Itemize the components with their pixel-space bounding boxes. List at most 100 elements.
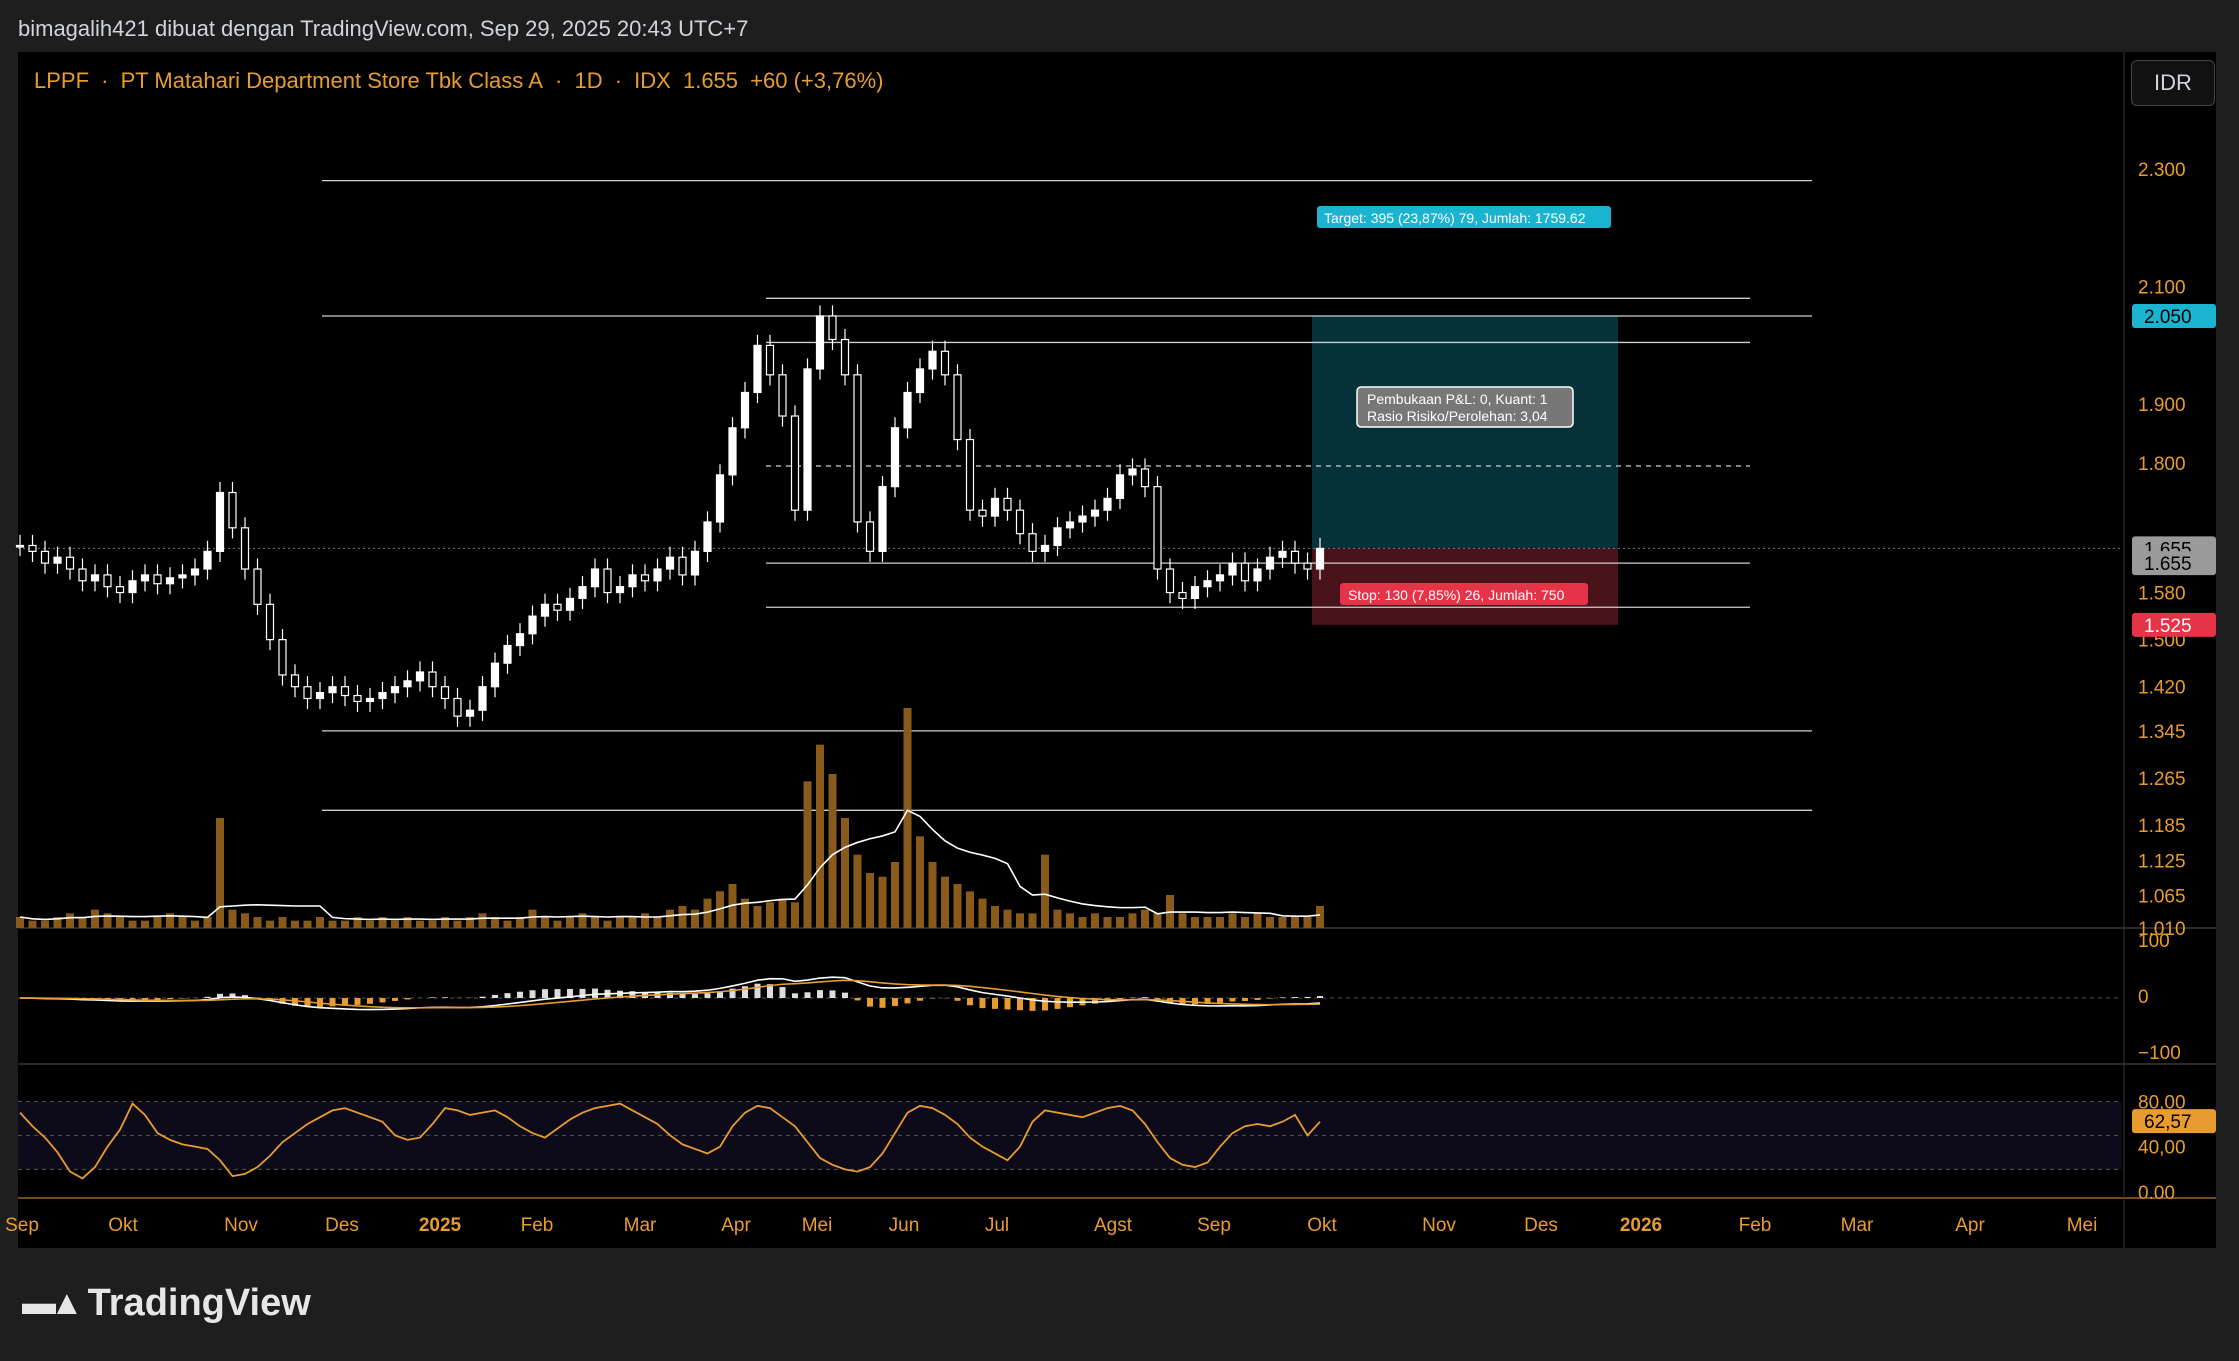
position-info-line2: Rasio Risiko/Perolehan: 3,04 bbox=[1367, 408, 1548, 424]
time-axis-label: Mar bbox=[624, 1215, 657, 1236]
macd-histogram-bar bbox=[1092, 998, 1098, 1004]
macd-axis-tick: 100 bbox=[2138, 931, 2170, 952]
macd-histogram-bar bbox=[492, 994, 498, 998]
rsi-value-badge: 62,57 bbox=[2144, 1112, 2192, 1133]
candle bbox=[815, 315, 825, 370]
legend-change: +60 (+3,76%) bbox=[750, 68, 884, 93]
time-axis-label: Agst bbox=[1094, 1215, 1133, 1236]
candle bbox=[540, 603, 550, 617]
macd-histogram-bar bbox=[804, 992, 811, 998]
macd-signal-line bbox=[19, 979, 1321, 1009]
macd-histogram-bar bbox=[742, 986, 748, 998]
volume-bar bbox=[116, 917, 124, 928]
candle bbox=[240, 527, 250, 570]
volume-bar bbox=[916, 836, 924, 928]
legend-interval[interactable]: 1D bbox=[574, 68, 603, 93]
macd-axis-tick: −100 bbox=[2138, 1043, 2181, 1064]
macd-histogram-bar bbox=[917, 998, 923, 1001]
time-axis-label: Sep bbox=[5, 1215, 39, 1236]
macd-histogram-bar bbox=[579, 988, 586, 998]
target-label: Target: 395 (23,87%) 79, Jumlah: 1759.62 bbox=[1324, 210, 1586, 226]
price-axis-tick: 1.800 bbox=[2138, 454, 2186, 475]
candle bbox=[915, 368, 925, 394]
volume-bar bbox=[316, 917, 324, 928]
volume-bar bbox=[1191, 917, 1199, 928]
candle bbox=[1078, 515, 1087, 523]
candle bbox=[353, 694, 362, 703]
candle bbox=[153, 574, 162, 585]
volume-bar bbox=[191, 920, 199, 928]
volume-bar bbox=[878, 876, 887, 928]
macd-histogram-bar bbox=[592, 988, 598, 998]
currency-button[interactable]: IDR bbox=[2131, 60, 2215, 106]
candle bbox=[1315, 547, 1325, 570]
candle bbox=[978, 509, 987, 517]
candle bbox=[603, 568, 612, 594]
candle bbox=[1028, 533, 1037, 552]
macd-axis-tick: 0 bbox=[2138, 987, 2149, 1008]
tradingview-brand[interactable]: ▬▲ TradingView bbox=[22, 1282, 311, 1325]
volume-bar bbox=[1216, 917, 1224, 928]
volume-bar bbox=[1103, 917, 1112, 928]
candle bbox=[115, 586, 125, 594]
candle bbox=[1303, 562, 1312, 570]
macd-histogram-bar bbox=[867, 998, 873, 1007]
volume-bar bbox=[328, 920, 337, 928]
macd-histogram-bar bbox=[529, 990, 536, 998]
volume-bar bbox=[253, 917, 262, 928]
chart-canvas[interactable] bbox=[18, 52, 2216, 1248]
candle bbox=[1065, 521, 1075, 529]
macd-histogram-bar bbox=[1029, 998, 1036, 1011]
macd-histogram-bar bbox=[1279, 997, 1286, 998]
macd-histogram-bar bbox=[342, 998, 348, 1006]
candle bbox=[128, 580, 137, 594]
candle bbox=[315, 692, 325, 700]
time-axis-label: 2025 bbox=[419, 1215, 462, 1236]
candle bbox=[1103, 497, 1112, 511]
candle bbox=[28, 544, 37, 552]
candle bbox=[515, 633, 525, 647]
candle bbox=[1053, 527, 1062, 547]
time-axis-label: Apr bbox=[1955, 1215, 1985, 1236]
macd-histogram-bar bbox=[542, 989, 548, 998]
volume-bar bbox=[766, 902, 774, 928]
candle bbox=[803, 368, 812, 511]
time-axis-label: Nov bbox=[1422, 1215, 1456, 1236]
candle bbox=[728, 427, 737, 476]
candle bbox=[778, 374, 787, 417]
candle bbox=[703, 521, 712, 552]
volume-bar bbox=[1028, 913, 1037, 928]
macd-histogram-bar bbox=[292, 998, 298, 1006]
volume-bar bbox=[1178, 913, 1187, 928]
time-axis-label: Jul bbox=[985, 1215, 1009, 1236]
volume-bar bbox=[103, 913, 112, 928]
macd-histogram-bar bbox=[992, 998, 998, 1009]
macd-histogram-bar bbox=[1192, 998, 1198, 1005]
macd-histogram-bar bbox=[179, 998, 186, 999]
volume-bar bbox=[428, 920, 437, 928]
macd-histogram-bar bbox=[229, 993, 236, 998]
candle bbox=[1090, 509, 1100, 517]
target-zone bbox=[1312, 315, 1618, 549]
volume-bar bbox=[966, 891, 974, 928]
candle bbox=[328, 686, 337, 694]
volume-bar bbox=[753, 906, 762, 928]
price-axis-tick: 1.345 bbox=[2138, 722, 2186, 743]
macd-histogram-bar bbox=[692, 994, 698, 998]
candle bbox=[53, 556, 62, 564]
volume-bar bbox=[903, 708, 912, 928]
macd-histogram-bar bbox=[1242, 998, 1248, 1001]
macd-histogram-bar bbox=[954, 998, 961, 1001]
volume-bar bbox=[41, 920, 49, 928]
candle bbox=[165, 577, 175, 585]
volume-bar bbox=[1128, 913, 1137, 928]
candle bbox=[528, 615, 537, 635]
volume-bar bbox=[1241, 917, 1249, 928]
legend-symbol[interactable]: LPPF bbox=[34, 68, 90, 93]
time-axis-label: Feb bbox=[521, 1215, 554, 1236]
candle bbox=[503, 644, 512, 664]
time-axis-label: Sep bbox=[1197, 1215, 1231, 1236]
candle bbox=[1265, 556, 1275, 570]
volume-bar bbox=[66, 913, 74, 928]
